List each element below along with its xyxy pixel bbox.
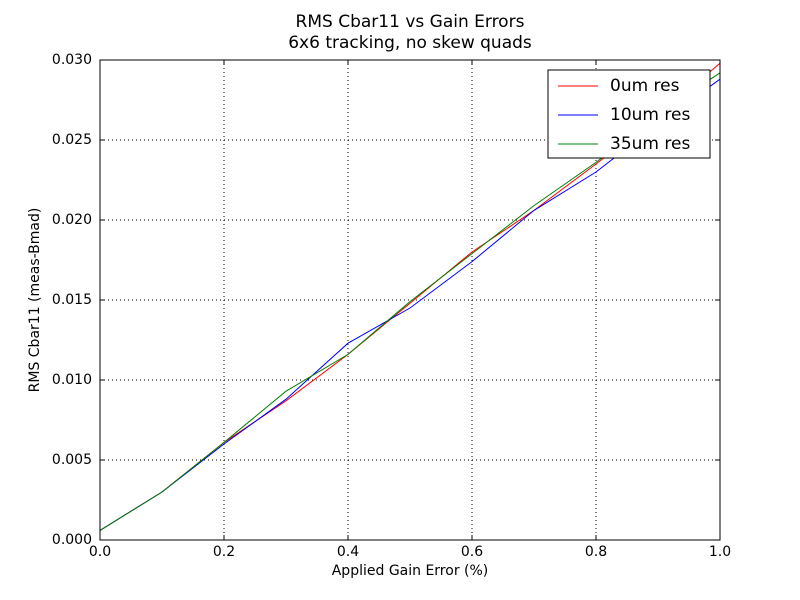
y-tick-label: 0.030 bbox=[52, 52, 92, 68]
x-tick-label: 0.4 bbox=[337, 544, 359, 560]
y-tick-label: 0.025 bbox=[52, 132, 92, 148]
x-axis-label: Applied Gain Error (%) bbox=[332, 563, 489, 579]
chart-subtitle: 6x6 tracking, no skew quads bbox=[288, 33, 532, 53]
x-tick-label: 1.0 bbox=[709, 544, 731, 560]
y-tick-label: 0.020 bbox=[52, 212, 92, 228]
x-tick-label: 0.2 bbox=[213, 544, 235, 560]
x-tick-label: 0.6 bbox=[461, 544, 483, 560]
legend-label: 0um res bbox=[610, 76, 680, 96]
y-tick-label: 0.010 bbox=[52, 372, 92, 388]
legend-label: 35um res bbox=[610, 134, 690, 154]
y-axis-label: RMS Cbar11 (meas-Bmad) bbox=[27, 208, 43, 393]
legend-label: 10um res bbox=[610, 105, 690, 125]
y-tick-label: 0.015 bbox=[52, 292, 92, 308]
chart-title: RMS Cbar11 vs Gain Errors bbox=[296, 12, 525, 32]
y-tick-label: 0.000 bbox=[52, 532, 92, 548]
plot-frame bbox=[99, 59, 721, 541]
legend-box bbox=[547, 69, 711, 159]
y-tick-label: 0.005 bbox=[52, 452, 92, 468]
x-tick-label: 0.0 bbox=[89, 544, 111, 560]
x-tick-label: 0.8 bbox=[585, 544, 607, 560]
